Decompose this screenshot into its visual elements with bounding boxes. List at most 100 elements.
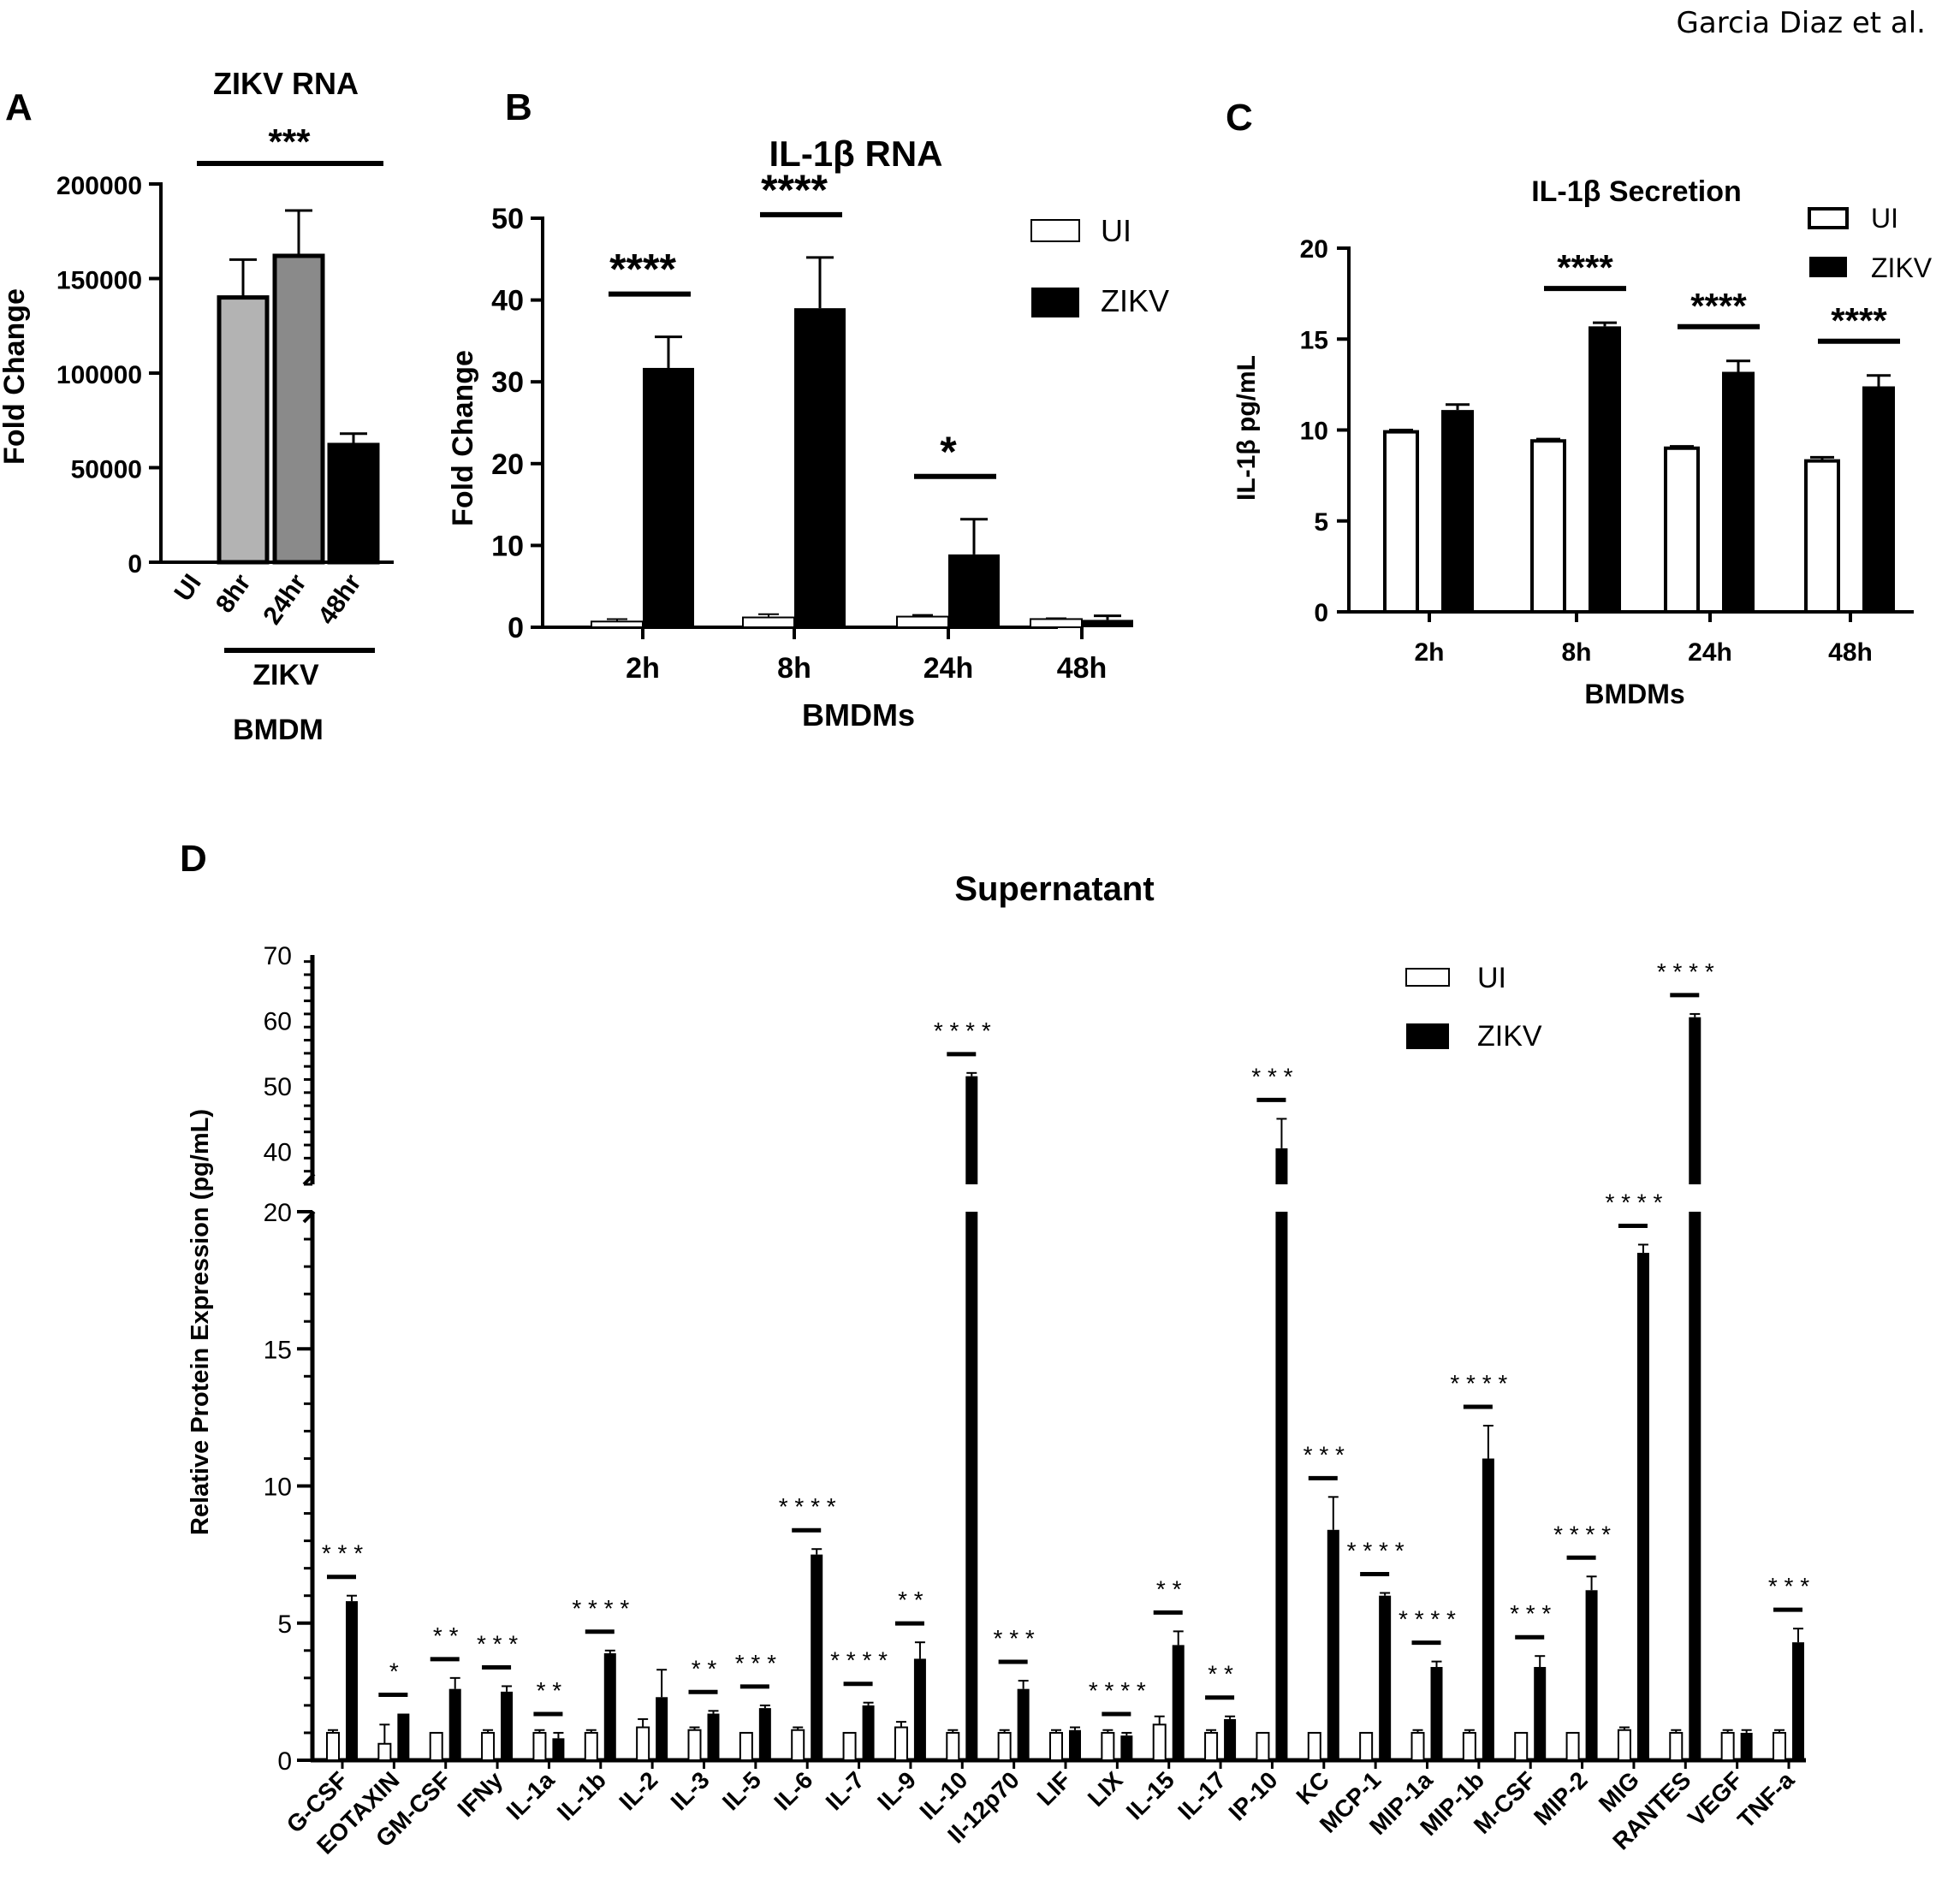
panel-a-ytick-label: 100000	[56, 361, 142, 389]
panel-a-bar	[272, 253, 325, 565]
panel-d-bar-ui	[739, 1731, 753, 1761]
panel-letter-b: B	[505, 86, 532, 128]
panel-d-ytick-label: 10	[264, 1474, 292, 1502]
panel-d-bar-ui	[584, 1731, 598, 1761]
panel-d-bar-zikv	[448, 1688, 461, 1760]
panel-b-xtick-label: 8h	[777, 652, 811, 685]
panel-b-bar-zikv	[948, 554, 1000, 627]
panel-d-bar-zikv	[346, 1601, 358, 1760]
panel-d-bar-zikv	[862, 1705, 875, 1760]
panel-d-bar-zikv-upper	[1275, 1148, 1288, 1184]
panel-d-bar-zikv	[965, 1212, 978, 1760]
panel-d-significance-stars: * *	[537, 1677, 562, 1704]
panel-a-bar	[217, 295, 270, 565]
panel-c-significance-stars: ****	[1831, 300, 1887, 341]
panel-d-significance-stars: * * * *	[1347, 1537, 1404, 1563]
panel-d-bar-zikv	[1069, 1729, 1081, 1760]
panel-c-xlabel: BMDMs	[1584, 679, 1684, 709]
panel-d-ytick-label: 40	[264, 1139, 292, 1167]
panel-d-xtick-label: IL-1a	[502, 1766, 560, 1824]
panel-d-title: Supernatant	[954, 870, 1154, 908]
panel-d-significance-stars: * * * *	[830, 1647, 888, 1674]
panel-a-ytick-label: 0	[128, 550, 142, 578]
panel-d-bar-zikv	[1275, 1212, 1288, 1760]
panel-d-significance-stars: * * * *	[1089, 1677, 1146, 1704]
panel-d-significance-stars: *	[389, 1658, 399, 1685]
panel-c-legend-ui-swatch	[1808, 207, 1849, 229]
panel-a-title: ZIKV RNA	[213, 66, 359, 101]
panel-d-bar-ui	[532, 1731, 547, 1761]
panel-a-ytick-label: 200000	[56, 172, 142, 200]
panel-d-significance-stars: * * *	[322, 1540, 363, 1567]
panel-b-bar-zikv	[643, 367, 694, 627]
panel-d-bar-zikv	[707, 1713, 720, 1760]
panel-d-xtick-label: MIP-2	[1529, 1766, 1593, 1830]
panel-c-bar-ui	[1664, 446, 1700, 614]
panel-d-xtick-label: IL-15	[1121, 1766, 1179, 1824]
panel-d-significance-stars: * * * *	[779, 1493, 836, 1520]
panel-d-xtick-label: IL-6	[769, 1766, 817, 1815]
panel-d-bar-zikv	[603, 1653, 616, 1760]
panel-d-significance-stars: * * * *	[1605, 1189, 1662, 1215]
panel-d-bar-zikv	[1636, 1253, 1649, 1760]
panel-b-bar-zikv	[1082, 620, 1133, 627]
panel-d-xtick-label: IL-9	[872, 1766, 921, 1815]
panel-d-ytick-label: 70	[264, 942, 292, 970]
panel-d-bar-zikv-upper	[965, 1076, 978, 1184]
panel-d-bar-zikv	[758, 1708, 771, 1760]
panel-d-ytick-label: 50	[264, 1073, 292, 1101]
panel-d-bar-ui	[1152, 1723, 1167, 1761]
panel-c-significance-stars: ****	[1690, 286, 1747, 326]
panel-c-ytick-label: 0	[1314, 599, 1328, 627]
panel-a-ytick-label: 50000	[71, 456, 142, 484]
panel-letter-d: D	[180, 838, 207, 880]
panel-c-ytick-label: 20	[1300, 235, 1328, 264]
panel-d-ytick-label: 15	[264, 1336, 292, 1364]
panel-b-ylabel: Fold Change	[447, 350, 479, 526]
panel-d-significance-stars: * *	[433, 1622, 459, 1649]
panel-d-legend-zikv-label: ZIKV	[1477, 1020, 1542, 1053]
panel-d-bar-ui	[791, 1729, 805, 1761]
panel-b-xtick-label: 24h	[923, 652, 974, 685]
panel-d-bar-zikv	[1017, 1688, 1030, 1760]
panel-d-bar-ui	[1617, 1729, 1631, 1761]
panel-d-bar-ui	[636, 1726, 650, 1762]
panel-d-bar-ui	[1204, 1731, 1219, 1761]
panel-d-significance-stars: * * *	[1251, 1063, 1292, 1089]
panel-b-legend-ui-swatch	[1030, 219, 1080, 242]
panel-d-bar-ui	[1101, 1731, 1115, 1761]
panel-d-legend-ui-label: UI	[1477, 962, 1506, 994]
panel-b-ytick-label: 20	[491, 448, 524, 481]
panel-d-significance-stars: * *	[1208, 1661, 1233, 1688]
panel-d-xtick-label: IFNy	[452, 1766, 508, 1822]
panel-d-bar-ui	[1773, 1731, 1786, 1761]
panel-d-bar-ui	[997, 1731, 1012, 1761]
panel-d-bar-ui	[1359, 1731, 1374, 1761]
panel-d-xtick-label: IL-7	[821, 1766, 870, 1815]
panel-d-ytick-label: 60	[264, 1008, 292, 1036]
panel-d-bar-zikv	[1430, 1667, 1443, 1760]
panel-d: D Supernatant Relative Protein Expressio…	[180, 838, 1809, 1860]
panel-d-xtick-label: IL-3	[666, 1766, 715, 1815]
panel-d-bar-zikv	[397, 1713, 410, 1760]
panel-b-bar-ui	[742, 616, 795, 629]
panel-b-bar-ui	[896, 615, 949, 629]
panel-d-bar-zikv	[552, 1738, 565, 1760]
panel-d-bar-ui	[1462, 1731, 1476, 1761]
panel-c-xtick-label: 8h	[1561, 638, 1591, 667]
panel-d-bar-ui	[946, 1731, 960, 1761]
panel-c-ytick-label: 5	[1314, 508, 1328, 537]
panel-d-bar-zikv-upper	[1689, 1017, 1701, 1184]
panel-d-significance-stars: * * *	[1768, 1573, 1809, 1599]
panel-d-bar-ui	[687, 1729, 702, 1761]
panel-d-significance-stars: * *	[692, 1655, 717, 1682]
panel-a-xlabel: BMDM	[233, 714, 324, 746]
panel-d-bar-ui	[326, 1731, 340, 1761]
panel-b-bar-ui	[1030, 618, 1083, 629]
panel-letter-c: C	[1226, 97, 1253, 139]
panel-b-xlabel: BMDMs	[802, 697, 915, 733]
panel-d-significance-stars: * *	[1156, 1575, 1182, 1602]
panel-c-xtick-label: 48h	[1828, 638, 1873, 667]
panel-d-xtick-label: TNF-a	[1732, 1766, 1799, 1833]
